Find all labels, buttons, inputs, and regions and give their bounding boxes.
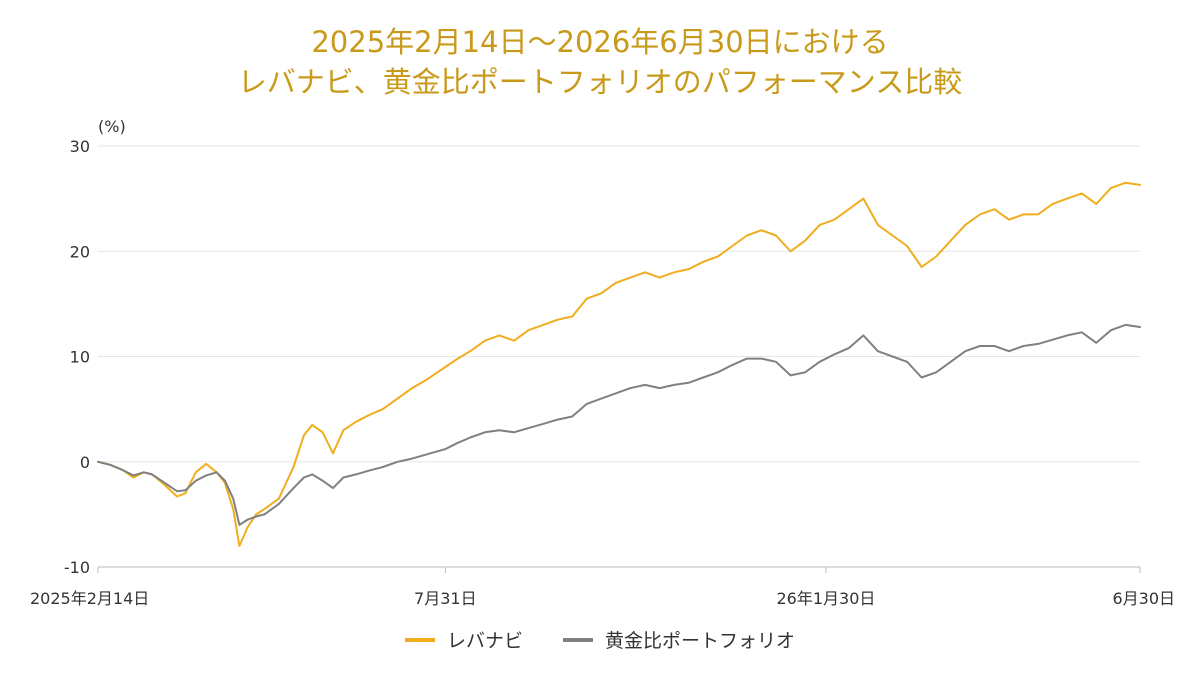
- x-tick-label-3: 6月30日: [1112, 589, 1175, 608]
- y-tick-label-4: -10: [64, 558, 90, 577]
- legend-label-series-2: 黄金比ポートフォリオ: [605, 630, 796, 652]
- legend-label-series-1: レバナビ: [446, 630, 523, 652]
- y-tick-label-0: 30: [70, 137, 90, 156]
- legend: レバナビ 黄金比ポートフォリオ: [0, 626, 1200, 653]
- legend-swatch-series-2: [563, 637, 593, 642]
- series-line-2: [97, 323, 1141, 526]
- legend-swatch-series-1: [404, 637, 435, 642]
- y-tick-label-3: 0: [80, 453, 90, 472]
- y-tick-label-1: 20: [70, 242, 90, 261]
- chart-title: 2025年2月14日～2026年6月30日における レバナビ、黄金比ポートフォリ…: [0, 22, 1200, 102]
- x-tick-label-0: 2025年2月14日: [30, 589, 149, 608]
- legend-item-series-1: レバナビ: [404, 626, 523, 653]
- y-tick-label-2: 10: [70, 348, 90, 367]
- x-tick-label-2: 26年1月30日: [776, 589, 875, 608]
- chart-title-line-1: 2025年2月14日～2026年6月30日における: [311, 25, 889, 59]
- series-line-1: [97, 181, 1141, 547]
- x-tick-label-1: 7月31日: [414, 589, 477, 608]
- legend-item-series-2: 黄金比ポートフォリオ: [563, 626, 795, 653]
- y-unit-label: (%): [98, 117, 126, 136]
- chart-title-line-2: レバナビ、黄金比ポートフォリオのパフォーマンス比較: [237, 65, 963, 99]
